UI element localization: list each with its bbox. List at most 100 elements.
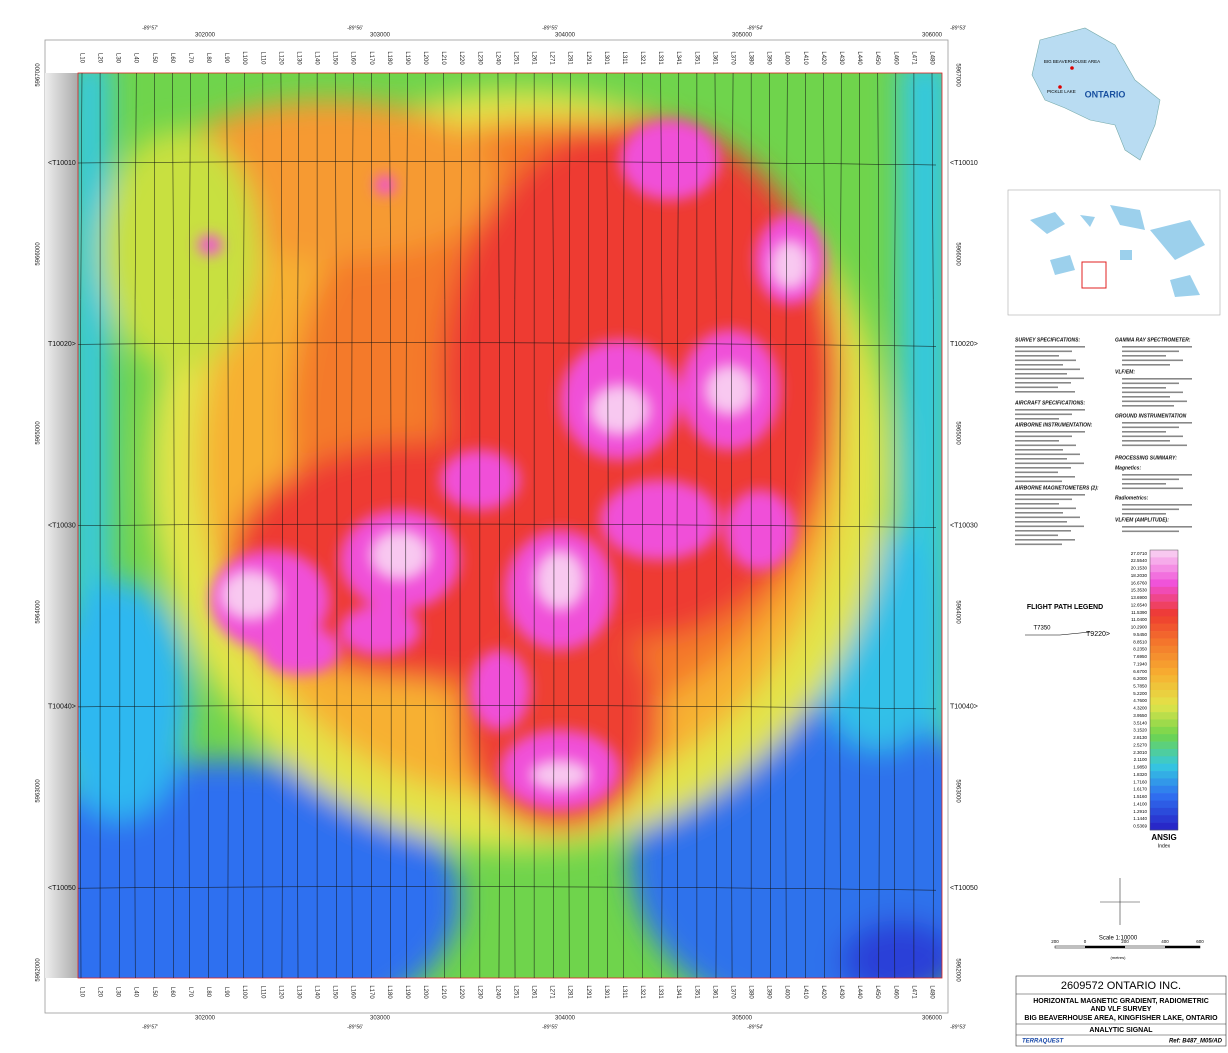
line-label: L20 (97, 987, 103, 998)
easting-label: 305000 (732, 33, 753, 39)
spec-text-line (1122, 405, 1174, 407)
line-label: L420 (820, 985, 826, 999)
color-swatch (1150, 565, 1178, 573)
spec-text-line (1122, 531, 1179, 533)
line-label: L210 (440, 985, 446, 999)
northing-label: 5963000 (36, 779, 42, 803)
color-swatch (1150, 683, 1178, 691)
line-label: L60 (169, 53, 175, 64)
spec-text-line (1015, 355, 1059, 357)
line-label: L150 (332, 985, 338, 999)
line-label: L180 (386, 985, 392, 999)
spec-heading: Radiometrics: (1115, 495, 1149, 501)
line-label: L430 (838, 51, 844, 65)
northing-label: 5965000 (36, 421, 42, 445)
longitude-label: -89°56' (347, 1024, 364, 1030)
line-label: L331 (657, 985, 663, 999)
line-label: L400 (784, 985, 790, 999)
color-swatch (1150, 675, 1178, 683)
spec-heading: AIRBORNE INSTRUMENTATION: (1014, 422, 1093, 428)
color-scale-label: 1.8320 (1133, 772, 1147, 777)
spec-text-line (1015, 476, 1075, 478)
line-label: L291 (585, 51, 591, 65)
line-label: L331 (657, 51, 663, 65)
line-label: L251 (512, 985, 518, 999)
spec-heading: PROCESSING SUMMARY: (1115, 455, 1177, 461)
northing-label: 5965000 (954, 421, 960, 445)
spec-heading: SURVEY SPECIFICATIONS: (1015, 337, 1080, 343)
color-swatch (1150, 749, 1178, 757)
line-label: L130 (295, 985, 301, 999)
spec-text-line (1015, 378, 1084, 380)
spec-text-line (1015, 346, 1085, 348)
color-scale-title: ANSIG (1151, 833, 1176, 842)
spec-heading: VLF/EM (AMPLITUDE): (1115, 517, 1169, 523)
reference: Ref: B487_M05/AD (1169, 1039, 1223, 1045)
color-swatch (1150, 616, 1178, 624)
spec-text-line (1015, 526, 1084, 528)
tie-label: <T10010 (950, 160, 978, 167)
line-label: L271 (549, 985, 555, 999)
line-label: L291 (585, 985, 591, 999)
line-label: L160 (350, 985, 356, 999)
color-swatch (1150, 602, 1178, 610)
color-swatch (1150, 771, 1178, 779)
line-label: L40 (133, 53, 139, 64)
color-scale-label: 1.1440 (1133, 816, 1147, 821)
spec-text-line (1122, 396, 1170, 398)
product: ANALYTIC SIGNAL (1089, 1027, 1153, 1034)
color-scale-label: 1.9850 (1133, 765, 1147, 770)
easting-label: 306000 (922, 33, 943, 39)
easting-label: 306000 (922, 1016, 943, 1022)
line-label: L311 (621, 986, 627, 1000)
line-label: L301 (603, 51, 609, 65)
spec-text-line (1015, 508, 1076, 510)
title-block: 2609572 ONTARIO INC. HORIZONTAL MAGNETIC… (1016, 976, 1226, 1046)
spec-text-line (1122, 445, 1187, 447)
scale-tick-label: 400 (1161, 939, 1169, 944)
line-label: L390 (766, 985, 772, 999)
spec-text-line (1015, 431, 1085, 433)
line-label: L321 (639, 985, 645, 999)
line-label: L230 (476, 51, 482, 65)
line-label: L380 (748, 985, 754, 999)
spec-text-line (1015, 472, 1058, 474)
color-swatch (1150, 661, 1178, 669)
easting-label: 303000 (370, 1016, 391, 1022)
spec-text-line (1015, 463, 1084, 465)
line-label: L210 (440, 51, 446, 65)
line-label: L10 (78, 53, 84, 64)
color-scale-label: 6.6700 (1133, 669, 1147, 674)
color-swatch (1150, 550, 1178, 558)
color-swatch (1150, 557, 1178, 565)
tie-label: <T10050 (950, 885, 978, 892)
tie-label: T10040> (48, 704, 76, 711)
color-scale-label: 16.6760 (1131, 580, 1148, 585)
northing-label: 5963000 (954, 779, 960, 803)
scale-tick-label: 200 (1121, 939, 1129, 944)
location-inset: BIG BEAVERHOUSE AREA PICKLE LAKE ONTARIO (1000, 20, 1225, 180)
color-scale-label: 1.6170 (1133, 787, 1147, 792)
spec-text-line (1015, 445, 1076, 447)
color-scale-label: 7.6950 (1133, 654, 1147, 659)
analytic-signal-grid (0, 60, 1010, 1040)
color-scale-label: 5.2200 (1133, 691, 1147, 696)
spec-text-line (1122, 392, 1183, 394)
line-label: L90 (223, 987, 229, 998)
specifications: SURVEY SPECIFICATIONS:AIRCRAFT SPECIFICA… (1014, 337, 1192, 545)
line-label: L261 (531, 985, 537, 999)
color-scale-label: 2.3010 (1133, 750, 1147, 755)
line-label: L341 (675, 51, 681, 65)
tie-label: <T10010 (48, 160, 76, 167)
line-label: L140 (314, 985, 320, 999)
spec-text-line (1122, 351, 1179, 353)
line-label: L120 (277, 51, 283, 65)
spec-heading: Magnetics: (1115, 465, 1141, 471)
spec-text-line (1122, 346, 1192, 348)
longitude-label: -89°55' (542, 1024, 559, 1030)
spec-text-line (1122, 504, 1192, 506)
inset-province: ONTARIO (1085, 89, 1126, 99)
spec-text-line (1122, 360, 1183, 362)
line-label: L190 (404, 51, 410, 65)
line-label: L471 (910, 51, 916, 65)
